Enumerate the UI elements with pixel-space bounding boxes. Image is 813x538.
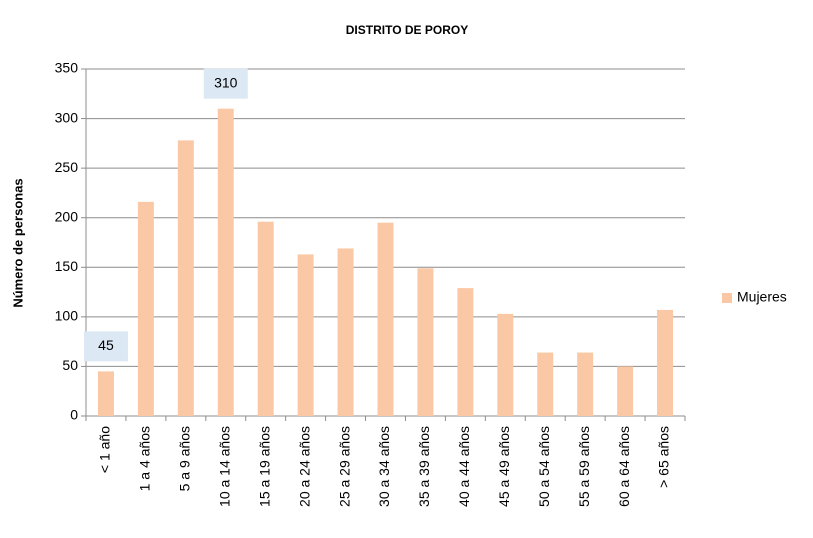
bar xyxy=(657,309,674,416)
bar xyxy=(377,222,394,416)
bar xyxy=(497,313,514,416)
legend-swatch xyxy=(722,293,732,303)
legend-label: Mujeres xyxy=(737,289,787,305)
y-tick-label: 50 xyxy=(62,357,78,373)
y-tick-label: 200 xyxy=(55,208,79,224)
bar xyxy=(417,268,434,416)
bar xyxy=(617,366,634,416)
data-label: 310 xyxy=(214,74,238,90)
x-tick-label: 35 a 39 años xyxy=(416,426,432,507)
y-tick-label: 100 xyxy=(55,308,79,324)
x-tick-label: 1 a 4 años xyxy=(137,426,153,491)
bar xyxy=(97,371,114,416)
x-tick-label: 55 a 59 años xyxy=(576,426,592,507)
y-tick-label: 300 xyxy=(55,109,79,125)
data-label-box xyxy=(83,331,128,362)
data-label: 45 xyxy=(98,337,114,353)
x-tick-label: 30 a 34 años xyxy=(376,426,392,507)
x-tick-label: < 1 año xyxy=(97,426,113,473)
y-tick-label: 150 xyxy=(55,258,79,274)
x-tick-label: 45 a 49 años xyxy=(496,426,512,507)
x-tick-label: 60 a 64 años xyxy=(616,426,632,507)
x-tick-label: 25 a 29 años xyxy=(336,426,352,507)
bar xyxy=(257,221,274,416)
bar xyxy=(297,254,314,416)
x-tick-label: 40 a 44 años xyxy=(456,426,472,507)
x-tick-label: 15 a 19 años xyxy=(256,426,272,507)
y-axis-label: Número de personas xyxy=(10,178,25,307)
bar xyxy=(577,352,594,416)
chart-title: DISTRITO DE POROY xyxy=(346,23,468,37)
x-tick-label: > 65 años xyxy=(656,426,672,488)
bar xyxy=(137,201,154,416)
x-tick-label: 5 a 9 años xyxy=(177,426,193,491)
bar xyxy=(537,352,554,416)
y-tick-label: 350 xyxy=(55,60,79,76)
data-label-box xyxy=(203,68,248,99)
y-tick-label: 250 xyxy=(55,159,79,175)
x-tick-label: 20 a 24 años xyxy=(296,426,312,507)
x-tick-label: 50 a 54 años xyxy=(536,426,552,507)
x-tick-label: 10 a 14 años xyxy=(216,426,232,507)
bar xyxy=(177,140,194,416)
y-tick-label: 0 xyxy=(70,407,78,423)
bar xyxy=(217,108,234,417)
bar xyxy=(337,248,354,416)
bar xyxy=(457,288,474,416)
